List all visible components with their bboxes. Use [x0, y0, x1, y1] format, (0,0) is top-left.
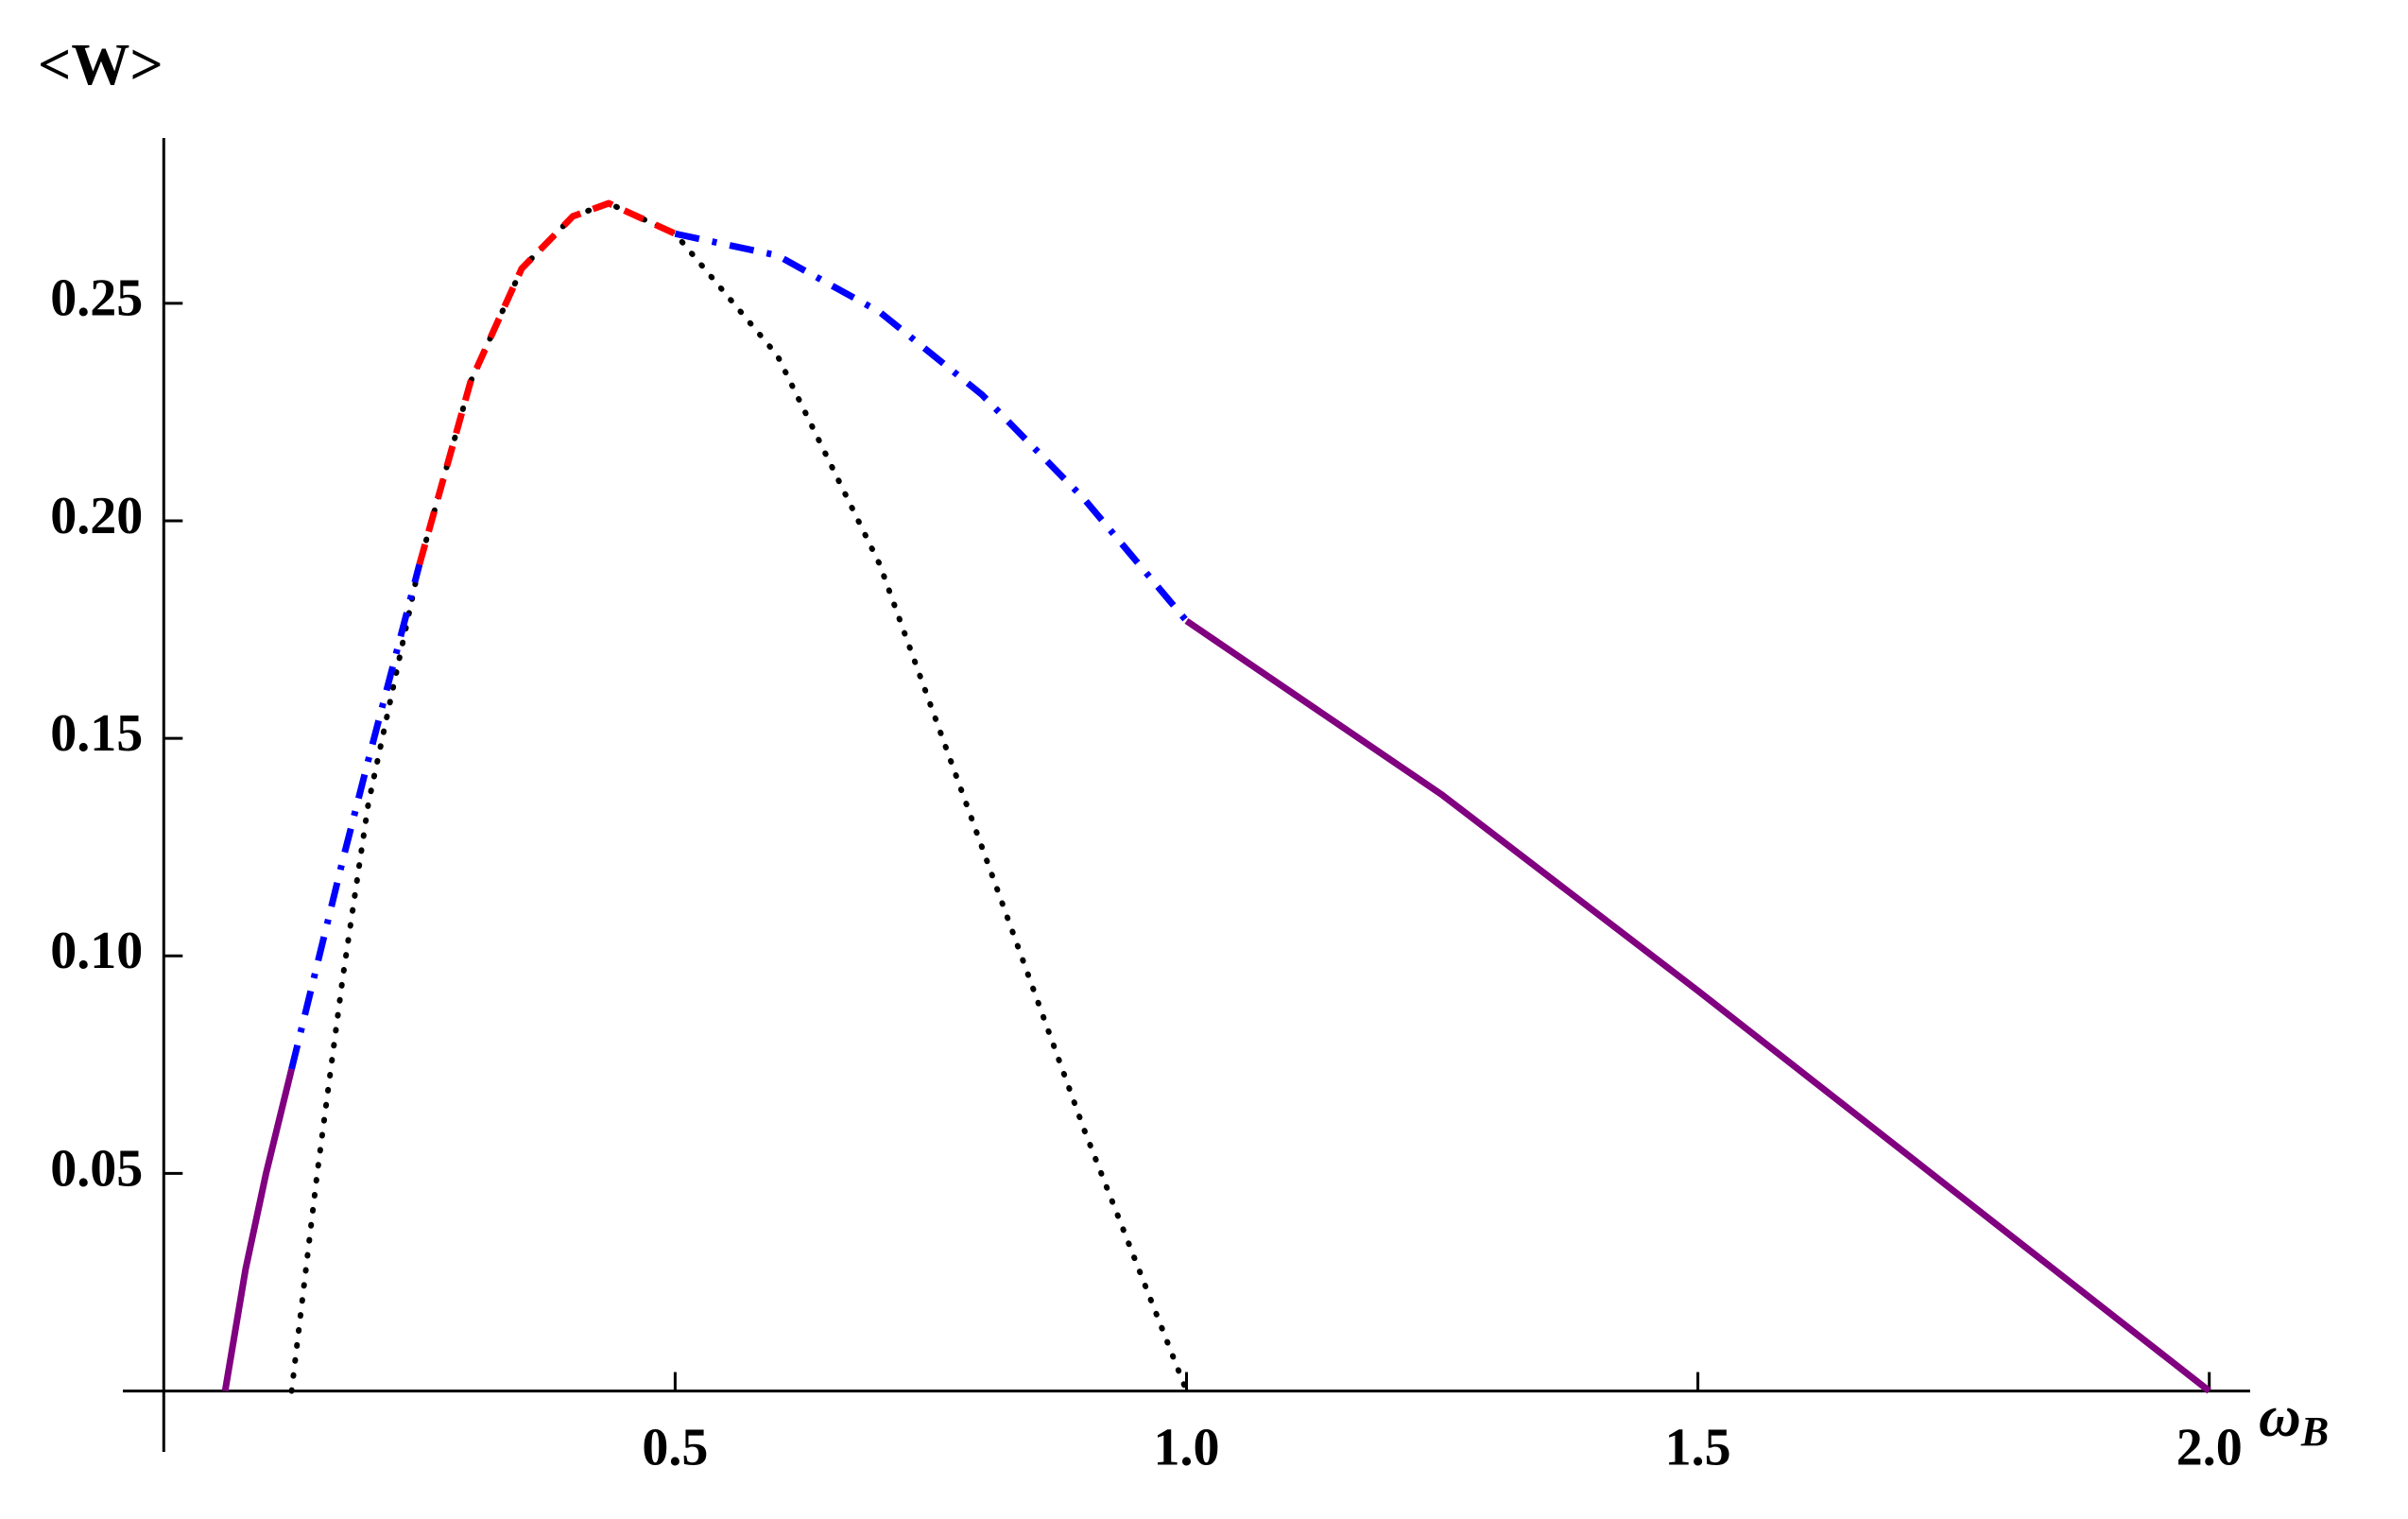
y-tick-label: 0.20	[50, 487, 143, 545]
y-axis-label: <W>	[38, 33, 163, 97]
x-tick-label: 1.0	[1154, 1418, 1220, 1476]
line-series	[674, 230, 1190, 624]
x-axis-label: ωB	[2259, 1385, 2329, 1455]
y-tick-label: 0.05	[50, 1139, 143, 1198]
x-axis-label-main: ω	[2259, 1385, 2301, 1449]
x-axis-label-subscript: B	[2300, 1408, 2329, 1455]
x-tick-label: 1.5	[1665, 1418, 1731, 1476]
line-series	[416, 199, 677, 566]
x-tick-label: 0.5	[642, 1418, 708, 1476]
y-tick-label: 0.15	[50, 704, 143, 763]
line-series	[288, 200, 1190, 1394]
line-series	[221, 1068, 295, 1392]
y-tick-label: 0.10	[50, 922, 143, 980]
x-tick-label: 2.0	[2176, 1418, 2243, 1476]
line-series	[288, 563, 423, 1070]
line-series	[1184, 618, 2211, 1394]
y-tick-label: 0.25	[50, 269, 143, 328]
